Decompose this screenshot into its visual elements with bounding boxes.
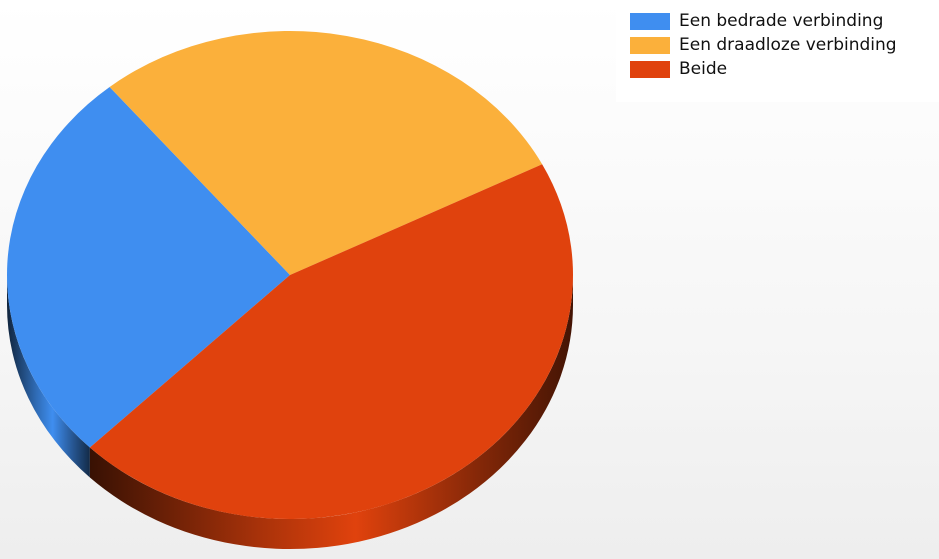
legend-swatch-wireless <box>630 36 670 54</box>
pie-slice-een-draadloze-verbinding <box>109 31 543 275</box>
pie-slice-een-bedrade-verbinding <box>7 86 291 448</box>
pie-slice-beide <box>89 164 573 519</box>
legend-item-wired: Een bedrade verbinding <box>630 9 939 33</box>
legend-label-wired: Een bedrade verbinding <box>679 11 884 31</box>
legend-item-wireless: Een draadloze verbinding <box>630 33 939 57</box>
legend-label-both: Beide <box>679 59 728 79</box>
legend-item-both: Beide <box>630 57 939 81</box>
pie-side-beide <box>89 275 573 549</box>
legend-swatch-both <box>630 60 670 78</box>
legend: Een bedrade verbinding Een draadloze ver… <box>616 4 939 102</box>
legend-swatch-wired <box>630 12 670 30</box>
pie-side-een-bedrade-verbinding <box>7 275 90 478</box>
legend-label-wireless: Een draadloze verbinding <box>679 35 897 55</box>
